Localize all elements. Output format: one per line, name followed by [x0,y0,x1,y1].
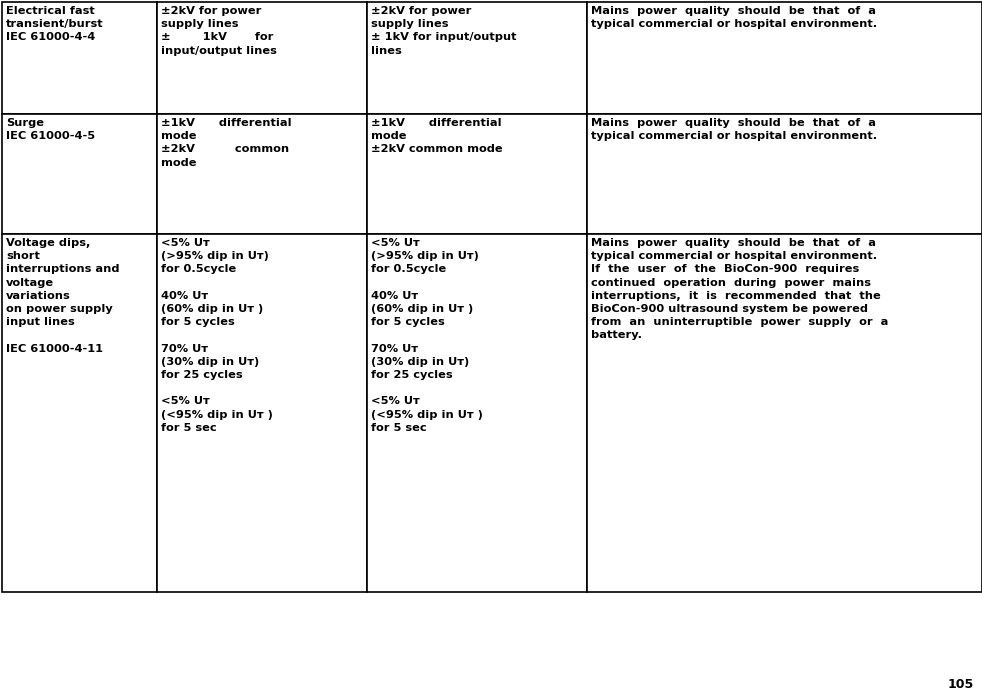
Text: <5% Uт
(>95% dip in Uт)
for 0.5cycle

40% Uт
(60% dip in Uт )
for 5 cycles

70% : <5% Uт (>95% dip in Uт) for 0.5cycle 40%… [161,238,273,433]
Bar [157,114,367,234]
Text: 105: 105 [948,678,974,691]
Bar [157,2,367,114]
Text: Mains  power  quality  should  be  that  of  a
typical commercial or hospital en: Mains power quality should be that of a … [591,238,889,340]
Text: Mains  power  quality  should  be  that  of  a
typical commercial or hospital en: Mains power quality should be that of a … [591,6,877,29]
Bar [367,234,587,592]
Text: ±2kV for power
supply lines
±        1kV       for
input/output lines: ±2kV for power supply lines ± 1kV for in… [161,6,277,56]
Bar [2,2,157,114]
Text: Voltage dips,
short
interruptions and
voltage
variations
on power supply
input l: Voltage dips, short interruptions and vo… [6,238,120,354]
Bar [587,2,982,114]
Bar [157,234,367,592]
Bar [587,234,982,592]
Bar [367,2,587,114]
Bar [367,114,587,234]
Text: Mains  power  quality  should  be  that  of  a
typical commercial or hospital en: Mains power quality should be that of a … [591,118,877,141]
Text: ±2kV for power
supply lines
± 1kV for input/output
lines: ±2kV for power supply lines ± 1kV for in… [371,6,517,56]
Text: ±1kV      differential
mode
±2kV common mode: ±1kV differential mode ±2kV common mode [371,118,503,154]
Text: <5% Uт
(>95% dip in Uт)
for 0.5cycle

40% Uт
(60% dip in Uт )
for 5 cycles

70% : <5% Uт (>95% dip in Uт) for 0.5cycle 40%… [371,238,483,433]
Text: ±1kV      differential
mode
±2kV          common
mode: ±1kV differential mode ±2kV common mode [161,118,292,168]
Text: Surge
IEC 61000-4-5: Surge IEC 61000-4-5 [6,118,95,141]
Bar [2,114,157,234]
Bar [587,114,982,234]
Text: Electrical fast
transient/burst
IEC 61000-4-4: Electrical fast transient/burst IEC 6100… [6,6,104,43]
Bar [2,234,157,592]
